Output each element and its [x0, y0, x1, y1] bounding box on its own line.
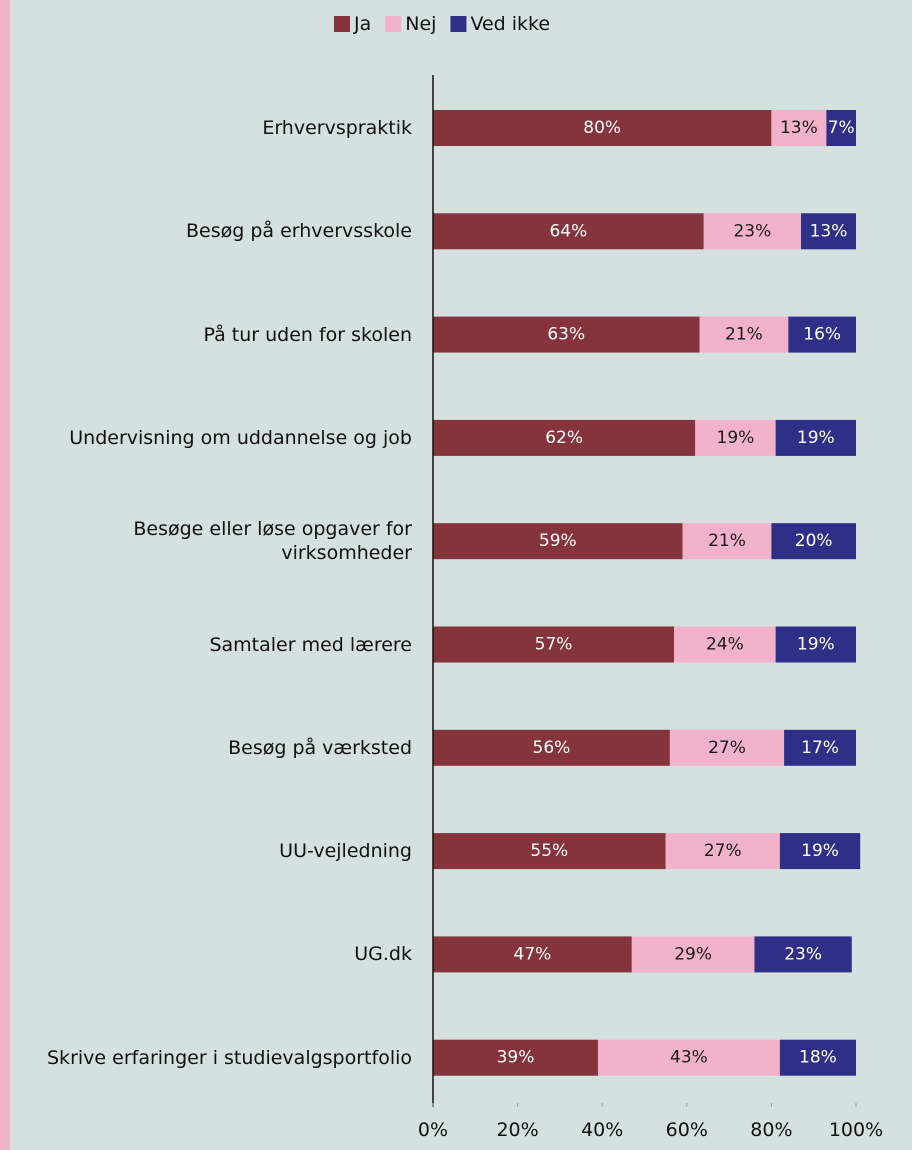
legend-label: Ja	[353, 13, 371, 35]
legend-label: Nej	[405, 13, 436, 35]
bar-segment	[703, 213, 802, 250]
data-label: 18%	[799, 1048, 837, 1068]
bar-segment	[665, 833, 780, 870]
bar-segment	[775, 626, 856, 663]
data-label: 16%	[803, 325, 841, 345]
bar-segment	[826, 110, 856, 146]
legend-swatch	[334, 16, 350, 32]
x-tick-label: 80%	[750, 1119, 792, 1141]
x-tick-label: 20%	[496, 1119, 538, 1141]
bar-segment	[771, 110, 827, 146]
data-label: 19%	[801, 841, 839, 861]
category-label: UG.dk	[354, 943, 412, 966]
data-label: 7%	[828, 118, 855, 138]
category-label: Undervisning om uddannelse og job	[69, 426, 412, 449]
bar-segment	[674, 626, 776, 663]
bar-segment	[433, 936, 632, 973]
legend-label: Ved ikke	[470, 13, 550, 35]
category-label: Skrive erfaringer i studievalgsportfolio	[47, 1046, 412, 1069]
data-label: 63%	[547, 325, 585, 345]
data-label: 57%	[535, 635, 573, 655]
bar-segment	[784, 729, 856, 766]
category-label: Besøge eller løse opgaver for virksomhed…	[133, 518, 412, 565]
category-label: Besøg på værksted	[228, 736, 412, 759]
bar-segment	[699, 316, 789, 353]
data-label: 19%	[797, 635, 835, 655]
data-label: 27%	[708, 738, 746, 758]
bar-segment	[788, 316, 856, 353]
x-tick-label: 60%	[666, 1119, 708, 1141]
bar-segment	[779, 1039, 856, 1076]
data-label: 59%	[539, 531, 577, 551]
data-label: 20%	[795, 531, 833, 551]
category-label: På tur uden for skolen	[203, 323, 412, 346]
data-label: 64%	[549, 221, 587, 241]
bar-segment	[597, 1039, 780, 1076]
data-label: 24%	[706, 635, 744, 655]
bar-segment	[754, 936, 852, 973]
data-label: 21%	[725, 325, 763, 345]
bar-segment	[775, 419, 856, 456]
data-label: 19%	[717, 428, 755, 448]
bar-segment	[801, 213, 856, 250]
category-label: Samtaler med lærere	[209, 633, 412, 656]
data-label: 56%	[533, 738, 571, 758]
data-label: 21%	[708, 531, 746, 551]
bar-segment	[695, 419, 776, 456]
bar-segment	[433, 213, 704, 250]
data-label: 43%	[670, 1048, 708, 1068]
bar-segment	[433, 110, 772, 146]
bar-segment	[433, 523, 683, 560]
legend-swatch	[450, 16, 467, 32]
data-label: 23%	[784, 944, 822, 964]
data-label: 29%	[674, 944, 712, 964]
bar-segment	[779, 833, 861, 870]
data-label: 23%	[733, 221, 771, 241]
bar-segment	[682, 523, 772, 560]
bar-segment	[433, 419, 696, 456]
x-tick-label: 40%	[581, 1119, 623, 1141]
bar-segment	[433, 729, 670, 766]
category-label: UU-vejledning	[279, 840, 412, 863]
data-label: 62%	[545, 428, 583, 448]
data-label: 19%	[797, 428, 835, 448]
x-tick-label: 0%	[418, 1119, 448, 1141]
data-label: 13%	[810, 221, 848, 241]
data-label: 47%	[514, 944, 552, 964]
x-tick-label: 100%	[829, 1119, 883, 1141]
bar-segment	[631, 936, 755, 973]
bar-segment	[433, 833, 666, 870]
data-label: 55%	[530, 841, 568, 861]
side-strip	[0, 0, 10, 1150]
bar-segment	[771, 523, 856, 560]
bar-segment	[433, 626, 675, 663]
bar-segment	[669, 729, 785, 766]
data-label: 27%	[704, 841, 742, 861]
category-label: Besøg på erhvervsskole	[185, 220, 412, 243]
data-label: 17%	[801, 738, 839, 758]
data-label: 39%	[497, 1048, 535, 1068]
data-label: 80%	[583, 118, 621, 138]
category-label: Erhvervspraktik	[262, 117, 412, 139]
bar-segment	[433, 1039, 598, 1076]
bar-segment	[433, 316, 700, 353]
legend-swatch	[385, 16, 402, 32]
data-label: 13%	[780, 118, 818, 138]
